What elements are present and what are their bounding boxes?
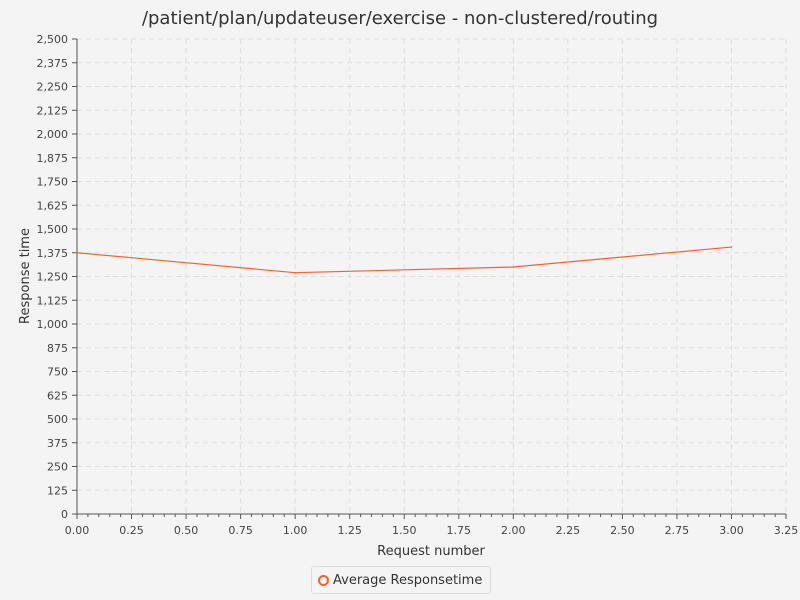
- y-tick-label: 0: [61, 508, 68, 521]
- x-tick-label: 3.25: [774, 524, 799, 537]
- x-tick-label: 2.75: [665, 524, 690, 537]
- y-tick-label: 1,875: [37, 152, 69, 165]
- legend-label: Average Responsetime: [333, 572, 483, 588]
- data-point: [294, 271, 296, 274]
- y-tick-label: 250: [47, 461, 68, 474]
- x-tick-label: 2.00: [501, 524, 526, 537]
- y-tick-label: 1,125: [37, 294, 69, 307]
- axes: 0 125 250 375 500 625 750 875 1,000 1,125 1,250 1,3…: [37, 33, 799, 537]
- series-line-0: [76, 246, 732, 274]
- y-tick-label: 500: [47, 413, 68, 426]
- y-tick-label: 2,500: [37, 33, 69, 46]
- chart-title: /patient/plan/updateuser/exercise - non-…: [142, 8, 658, 29]
- data-point: [512, 266, 515, 268]
- y-tick-label: 1,375: [37, 247, 69, 260]
- y-tick-label: 1,750: [37, 176, 69, 189]
- x-tick-label: 2.50: [610, 524, 635, 537]
- data-point: [730, 246, 733, 248]
- y-tick-label: 375: [47, 437, 68, 450]
- x-tick-label: 0.25: [119, 524, 144, 537]
- y-tick-label: 1,625: [37, 199, 69, 212]
- data-point: [76, 251, 78, 254]
- x-tick-label: 0.00: [65, 524, 90, 537]
- y-tick-label: 1,000: [37, 318, 69, 331]
- y-tick-label: 2,375: [37, 57, 69, 70]
- x-tick-label: 1.75: [447, 524, 472, 537]
- y-tick-label: 1,500: [37, 223, 69, 236]
- y-tick-label: 2,125: [37, 104, 69, 117]
- x-tick-label: 0.50: [174, 524, 199, 537]
- x-tick-label: 1.50: [392, 524, 417, 537]
- y-tick-label: 625: [47, 389, 68, 402]
- series-layer: [76, 246, 733, 274]
- y-tick-label: 2,250: [37, 81, 69, 94]
- y-tick-label: 2,000: [37, 128, 69, 141]
- x-tick-label: 1.25: [337, 524, 362, 537]
- grid: [76, 38, 787, 515]
- x-tick-label: 2.25: [556, 524, 581, 537]
- y-tick-label: 1,250: [37, 271, 69, 284]
- legend-marker-icon: [318, 574, 329, 586]
- x-tick-label: 0.75: [228, 524, 253, 537]
- legend: Average Responsetime: [311, 566, 492, 594]
- x-axis-label: Request number: [377, 544, 485, 559]
- y-tick-label: 125: [47, 484, 68, 497]
- x-tick-label: 3.00: [719, 524, 744, 537]
- x-tick-label: 1.00: [283, 524, 308, 537]
- y-tick-label: 875: [47, 342, 68, 355]
- y-tick-label: 750: [47, 366, 68, 379]
- y-axis-label: Response time: [18, 228, 33, 324]
